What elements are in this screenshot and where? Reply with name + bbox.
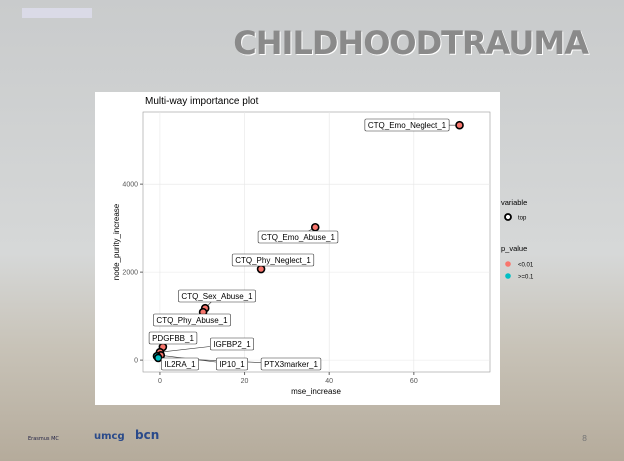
- legend-symbol: [505, 214, 511, 220]
- chart: Multi-way importance plot mse_increase n…: [0, 0, 624, 461]
- point: [155, 354, 162, 361]
- x-tick-label: 60: [410, 378, 418, 385]
- legend-symbol: [505, 273, 511, 279]
- point-label: CTQ_Emo_Abuse_1: [261, 233, 335, 242]
- legend-title: p_value: [501, 244, 527, 253]
- y-tick-label: 2000: [122, 270, 138, 277]
- point: [258, 266, 265, 273]
- x-tick-label: 0: [158, 378, 162, 385]
- x-tick-label: 40: [325, 378, 333, 385]
- point-label: CTQ_Emo_Neglect_1: [368, 121, 447, 130]
- chart-title: Multi-way importance plot: [145, 96, 259, 107]
- point-label: IP10_1: [219, 360, 245, 369]
- point-label: IGFBP2_1: [213, 340, 251, 349]
- point: [456, 122, 463, 129]
- point-label: PDGFBB_1: [152, 334, 194, 343]
- point-label: IL2RA_1: [164, 360, 196, 369]
- legend-label: >=0.1: [518, 275, 534, 281]
- legend-label: top: [518, 216, 527, 222]
- legend-symbol: [505, 261, 511, 267]
- point: [312, 224, 319, 231]
- y-tick-label: 4000: [122, 182, 138, 189]
- point-label: CTQ_Phy_Abuse_1: [156, 316, 228, 325]
- legend-title: variable: [501, 198, 527, 207]
- x-axis-label: mse_increase: [291, 387, 341, 396]
- point-label: PTX3marker_1: [264, 360, 318, 369]
- slide: CHILDHOODTRAUMA Erasmus MC umcg bcn 8 Mu…: [0, 0, 624, 461]
- point-label: CTQ_Sex_Abuse_1: [181, 292, 253, 301]
- y-tick-label: 0: [134, 358, 138, 365]
- legend-label: <0.01: [518, 263, 534, 269]
- x-tick-label: 20: [241, 378, 249, 385]
- y-axis-label: node_purity_increase: [112, 203, 121, 280]
- point-label: CTQ_Phy_Neglect_1: [235, 256, 311, 265]
